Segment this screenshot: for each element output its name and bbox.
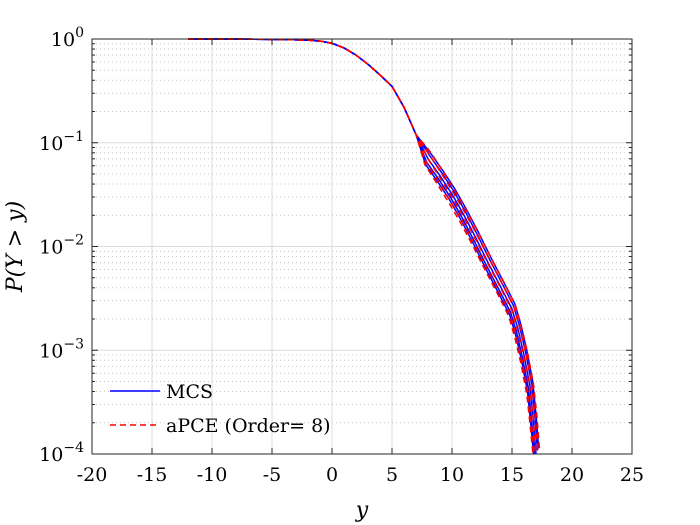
legend-label-mcs: MCS (166, 381, 213, 403)
series-layer (187, 38, 541, 455)
y-tick-label: 10−3 (39, 336, 84, 362)
x-tick-label: 10 (440, 464, 464, 486)
x-tick-label: 15 (500, 464, 524, 486)
x-axis-label: y (355, 498, 369, 523)
y-tick-label: 10−4 (39, 440, 84, 466)
x-tick-label: -15 (137, 464, 168, 486)
x-tick-label: 5 (386, 464, 398, 486)
series-line-apce (187, 38, 534, 455)
axis-ticks (91, 38, 633, 455)
x-tick-label: 0 (326, 464, 338, 486)
legend: MCS aPCE (Order= 8) (110, 381, 331, 437)
grid (92, 39, 632, 454)
x-tick-label: 25 (620, 464, 644, 486)
x-tick-label: -20 (77, 464, 108, 486)
x-tick-label: -10 (197, 464, 228, 486)
legend-label-apce: aPCE (Order= 8) (166, 415, 331, 437)
tick-labels: -20 -15 -10 -5 0 5 10 15 20 25 10−4 10−3 10−2 10−1 100 (39, 25, 644, 486)
x-tick-label: 20 (560, 464, 584, 486)
y-tick-label: 10−2 (39, 233, 84, 259)
y-axis-label: P(Y > y) (3, 201, 28, 293)
y-tick-label: 100 (51, 25, 84, 51)
x-tick-label: -5 (263, 464, 282, 486)
y-tick-label: 10−1 (39, 129, 84, 155)
